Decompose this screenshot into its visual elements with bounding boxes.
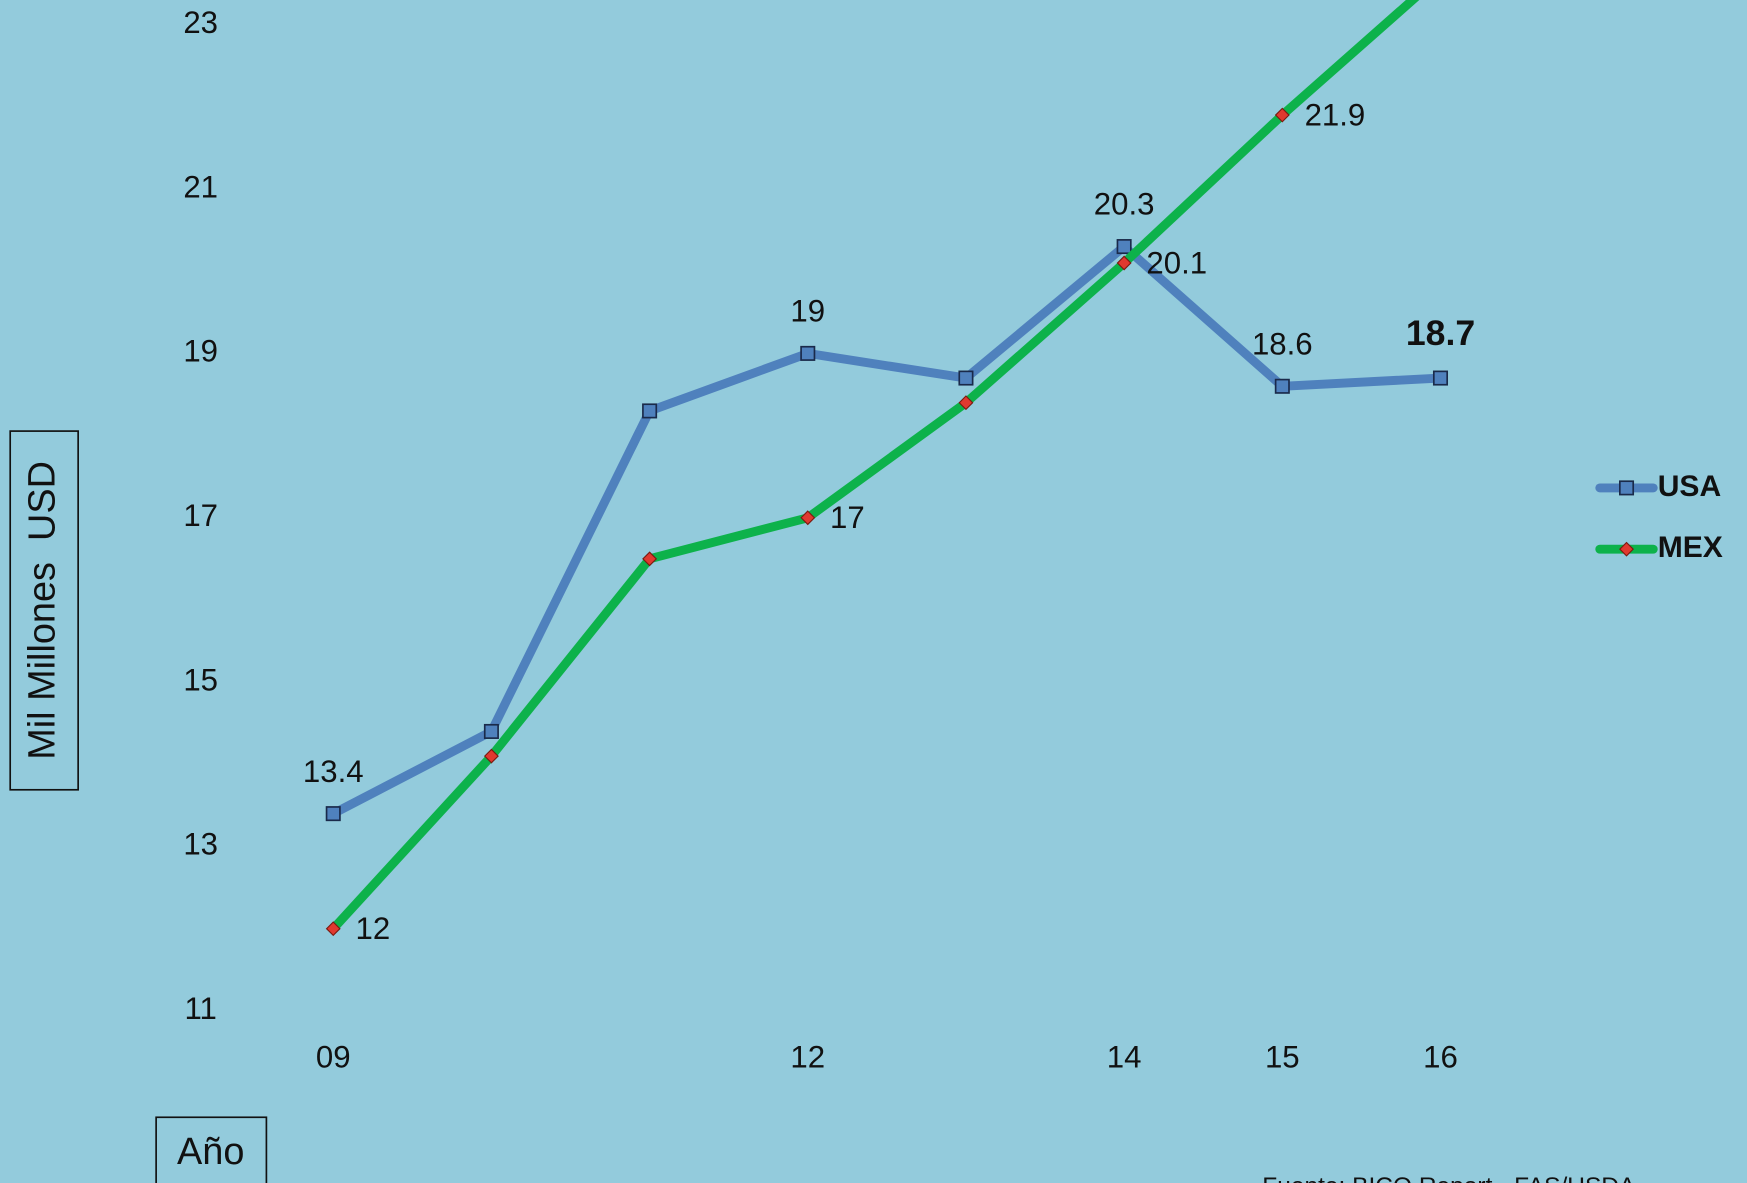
y-tick-label: 19 xyxy=(183,334,218,369)
marker xyxy=(1619,541,1634,557)
x-tick-label: 16 xyxy=(1423,1040,1458,1075)
x-tick-label: 14 xyxy=(1107,1040,1142,1075)
marker xyxy=(1432,370,1449,386)
marker xyxy=(1274,378,1290,394)
x-axis-label: Año xyxy=(177,1131,244,1173)
data-label: 17 xyxy=(830,500,865,535)
y-tick-label: 17 xyxy=(183,498,218,533)
data-label: 20.1 xyxy=(1146,245,1207,280)
y-axis-label: Mil Millones USD xyxy=(22,461,64,760)
legend-item: USA xyxy=(1595,470,1721,503)
marker xyxy=(483,748,499,764)
data-label: 12 xyxy=(356,911,391,946)
data-label: 21.9 xyxy=(1305,98,1366,133)
x-tick-label: 15 xyxy=(1265,1040,1300,1075)
marker xyxy=(1116,255,1132,271)
x-tick-label: 12 xyxy=(790,1040,825,1075)
series-line xyxy=(329,0,1420,932)
marker xyxy=(1619,480,1635,496)
y-tick-label: 15 xyxy=(183,662,218,697)
y-label-box xyxy=(9,430,79,791)
marker xyxy=(800,510,816,526)
legend-item: MEX xyxy=(1595,531,1723,564)
x-label-box xyxy=(155,1116,268,1183)
marker xyxy=(642,403,658,419)
series xyxy=(325,239,1449,822)
data-label: 13.4 xyxy=(303,754,364,789)
legend-label: MEX xyxy=(1658,531,1723,564)
marker xyxy=(1116,239,1132,255)
data-label: 18.7 xyxy=(1406,313,1475,353)
y-tick-label: 21 xyxy=(183,169,218,204)
series-line xyxy=(331,242,1441,818)
marker xyxy=(325,921,341,937)
marker xyxy=(958,370,974,386)
series xyxy=(325,0,1420,937)
y-tick-label: 23 xyxy=(183,5,218,40)
data-label: 19 xyxy=(790,294,825,329)
data-label: 20.3 xyxy=(1094,187,1155,222)
y-tick-label: 13 xyxy=(183,827,218,862)
marker xyxy=(642,551,658,567)
marker xyxy=(958,395,974,411)
marker xyxy=(483,723,499,739)
marker xyxy=(800,345,816,361)
y-tick-label: 11 xyxy=(184,991,216,1026)
x-tick-label: 09 xyxy=(316,1040,351,1075)
data-label: 18.6 xyxy=(1252,326,1313,361)
marker xyxy=(325,806,341,822)
legend-label: USA xyxy=(1658,470,1721,503)
marker xyxy=(1274,107,1290,123)
